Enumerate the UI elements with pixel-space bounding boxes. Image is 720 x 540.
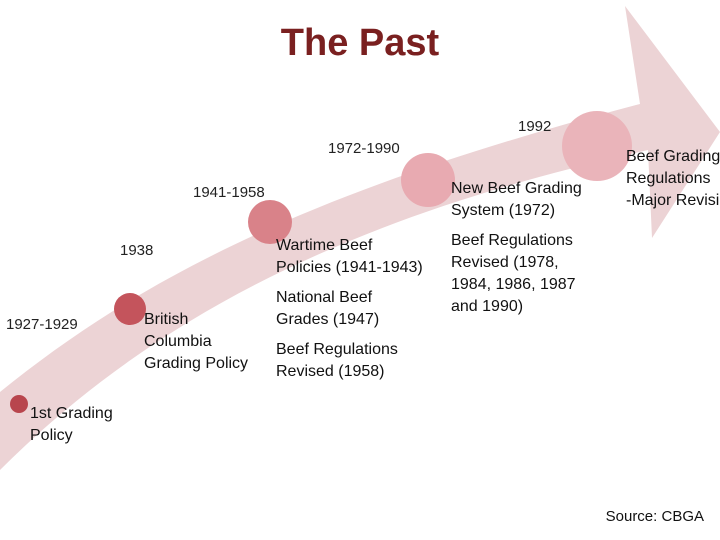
event-line: Revised (1958) <box>276 363 385 380</box>
event-line: Policy <box>30 427 73 444</box>
event-line: 1st Grading <box>30 405 113 422</box>
event-new-beef-grading: New Beef Grading System (1972) Beef Regu… <box>451 178 582 318</box>
event-wartime-national-beef: Wartime Beef Policies (1941-1943) Nation… <box>276 235 423 383</box>
year-label-1992: 1992 <box>518 118 552 135</box>
event-line: -Major Revision <box>626 192 720 209</box>
event-british-columbia: British Columbia Grading Policy <box>144 309 248 375</box>
event-line: Policies (1941-1943) <box>276 259 423 276</box>
event-line: New Beef Grading <box>451 180 582 197</box>
event-line: Columbia <box>144 333 212 350</box>
year-label-1972-1990: 1972-1990 <box>328 140 400 157</box>
event-line: System (1972) <box>451 202 556 219</box>
event-line: Revised (1978, <box>451 254 559 271</box>
source-note: Source: CBGA <box>605 508 704 525</box>
event-line: British <box>144 311 189 328</box>
year-label-1941-1958: 1941-1958 <box>193 184 265 201</box>
event-line: and 1990) <box>451 298 524 315</box>
event-line: 1984, 1986, 1987 <box>451 276 576 293</box>
timeline-arrow-body <box>0 6 720 470</box>
event-line: Wartime Beef <box>276 237 373 254</box>
event-line: Beef Regulations <box>276 341 398 358</box>
spacer <box>276 279 423 287</box>
event-first-grading-policy: 1st Grading Policy <box>30 403 113 447</box>
timeline-dot-3 <box>248 200 292 244</box>
timeline-dot-5 <box>562 111 632 181</box>
event-line: Grades (1947) <box>276 311 380 328</box>
event-line: Regulations <box>626 170 711 187</box>
timeline-dot-4 <box>401 153 455 207</box>
spacer <box>276 331 423 339</box>
event-line: Beef Grading <box>626 148 720 165</box>
event-line: Grading Policy <box>144 355 249 372</box>
slide-title: The Past <box>280 22 440 64</box>
year-label-1938: 1938 <box>120 242 154 259</box>
spacer <box>451 222 582 230</box>
year-label-1927-1929: 1927-1929 <box>6 316 78 333</box>
event-beef-grading-regulations: Beef Grading Regulations -Major Revision <box>626 146 720 212</box>
event-line: Beef Regulations <box>451 232 573 249</box>
timeline-dot-1 <box>10 395 28 413</box>
timeline-dot-2 <box>114 293 146 325</box>
event-line: National Beef <box>276 289 373 306</box>
